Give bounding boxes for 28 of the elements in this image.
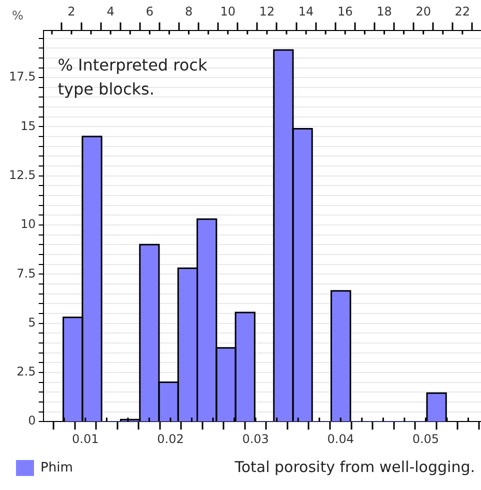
x2-tick-label: 16 (338, 4, 353, 18)
x2-tick-label: 4 (106, 4, 114, 18)
y-tick-label: 15 (20, 118, 36, 133)
x2-tick-label: 14 (298, 4, 314, 18)
x-tick-label: 0.03 (242, 432, 269, 446)
x2-tick-label: 6 (146, 4, 154, 18)
x2-tick-label: 18 (376, 4, 392, 18)
y-tick-label: 17.5 (9, 70, 36, 84)
y-tick-label: 10 (20, 217, 36, 232)
y-axis-title: % (12, 8, 24, 22)
x-tick-label: 0.05 (412, 432, 440, 446)
x2-tick-label: 12 (259, 4, 275, 18)
x-axis-title: Total porosity from well-logging. (234, 458, 475, 476)
x2-tick-label: 10 (220, 4, 236, 18)
x2-tick-label: 22 (454, 4, 470, 18)
y-tick-label: 0 (28, 414, 36, 428)
x-tick-label: 0.04 (327, 432, 354, 446)
y-tick-label: 12.5 (9, 168, 36, 182)
x2-tick-label: 8 (184, 4, 193, 18)
y-tick-label: 7.5 (16, 266, 36, 280)
x2-tick-label: 20 (416, 4, 431, 18)
y-tick-label: 2.5 (16, 364, 36, 379)
x-tick-label: 0.01 (72, 432, 99, 446)
x2-tick-label: 2 (68, 4, 76, 18)
annotation: % Interpreted rock type blocks. (58, 56, 208, 99)
x-tick-label: 0.02 (157, 432, 184, 446)
y-tick-label: 5 (28, 315, 36, 330)
legend-label: Phim (40, 460, 73, 476)
